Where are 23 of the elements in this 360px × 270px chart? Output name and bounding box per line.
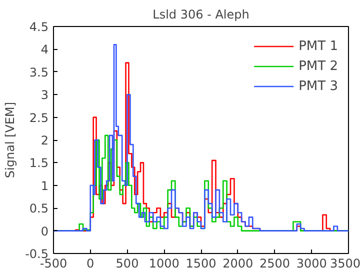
y-tick-label: 0 xyxy=(40,224,49,238)
x-tick-label: 0 xyxy=(86,256,94,270)
y-tick-label: 3 xyxy=(40,88,49,102)
y-tick-label: 2 xyxy=(40,134,49,148)
y-tick-label: 4 xyxy=(40,42,49,57)
legend-label: PMT 2 xyxy=(298,58,338,74)
y-tick-label: 2.5 xyxy=(29,110,49,125)
chart-title: Lsld 306 - Aleph xyxy=(152,8,250,22)
legend-label: PMT 3 xyxy=(298,78,338,94)
x-tick-label: 1000 xyxy=(148,256,180,270)
y-tick-label: 4.5 xyxy=(29,20,49,34)
x-tick-label: 1500 xyxy=(186,256,216,270)
y-tick-label: 1.5 xyxy=(29,156,49,170)
y-tick-label: 3.5 xyxy=(29,65,49,80)
legend-label: PMT 1 xyxy=(298,38,338,54)
x-tick-label: 2000 xyxy=(222,256,254,270)
y-axis-title: Signal [VEM] xyxy=(3,102,18,178)
x-tick-label: 3500 xyxy=(330,256,360,270)
x-tick-label: 500 xyxy=(116,256,139,270)
y-tick-label: 1 xyxy=(40,178,49,193)
x-tick-label: 3000 xyxy=(296,256,327,270)
x-tick-label: 2500 xyxy=(259,256,290,270)
y-tick-label: 0.5 xyxy=(29,202,49,216)
